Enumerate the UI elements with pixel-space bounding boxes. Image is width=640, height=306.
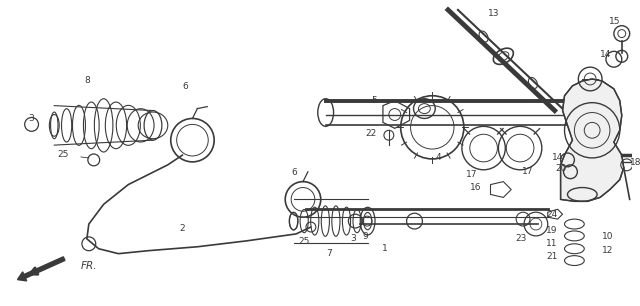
Polygon shape — [561, 79, 624, 201]
Text: 9: 9 — [362, 232, 368, 241]
Text: 25: 25 — [298, 237, 310, 246]
Text: 20: 20 — [555, 164, 566, 173]
Text: 16: 16 — [470, 183, 482, 192]
Text: 14: 14 — [600, 50, 612, 59]
Text: 2: 2 — [180, 225, 186, 233]
Text: 6: 6 — [291, 168, 297, 177]
Text: 4: 4 — [435, 153, 441, 162]
Text: 3: 3 — [29, 114, 35, 123]
FancyArrow shape — [17, 257, 65, 281]
Text: 23: 23 — [515, 234, 527, 243]
Text: 15: 15 — [609, 17, 621, 26]
Text: 18: 18 — [630, 159, 640, 167]
Text: 10: 10 — [602, 232, 614, 241]
Text: 14: 14 — [552, 153, 563, 162]
Text: 7: 7 — [326, 249, 332, 258]
Text: 13: 13 — [488, 9, 499, 18]
Text: 24: 24 — [547, 210, 557, 219]
Text: 22: 22 — [366, 129, 377, 138]
Text: 17: 17 — [522, 167, 534, 176]
Text: 12: 12 — [602, 246, 613, 255]
Text: 1: 1 — [382, 244, 388, 253]
Text: 6: 6 — [182, 82, 188, 91]
Text: 3: 3 — [351, 234, 356, 243]
Text: 17: 17 — [466, 170, 477, 179]
Text: 21: 21 — [547, 252, 557, 261]
Text: 25: 25 — [58, 151, 69, 159]
Text: 8: 8 — [84, 76, 90, 85]
Text: FR.: FR. — [81, 262, 97, 271]
Text: 19: 19 — [546, 226, 557, 236]
Text: 5: 5 — [371, 96, 377, 105]
Text: 11: 11 — [546, 239, 557, 248]
